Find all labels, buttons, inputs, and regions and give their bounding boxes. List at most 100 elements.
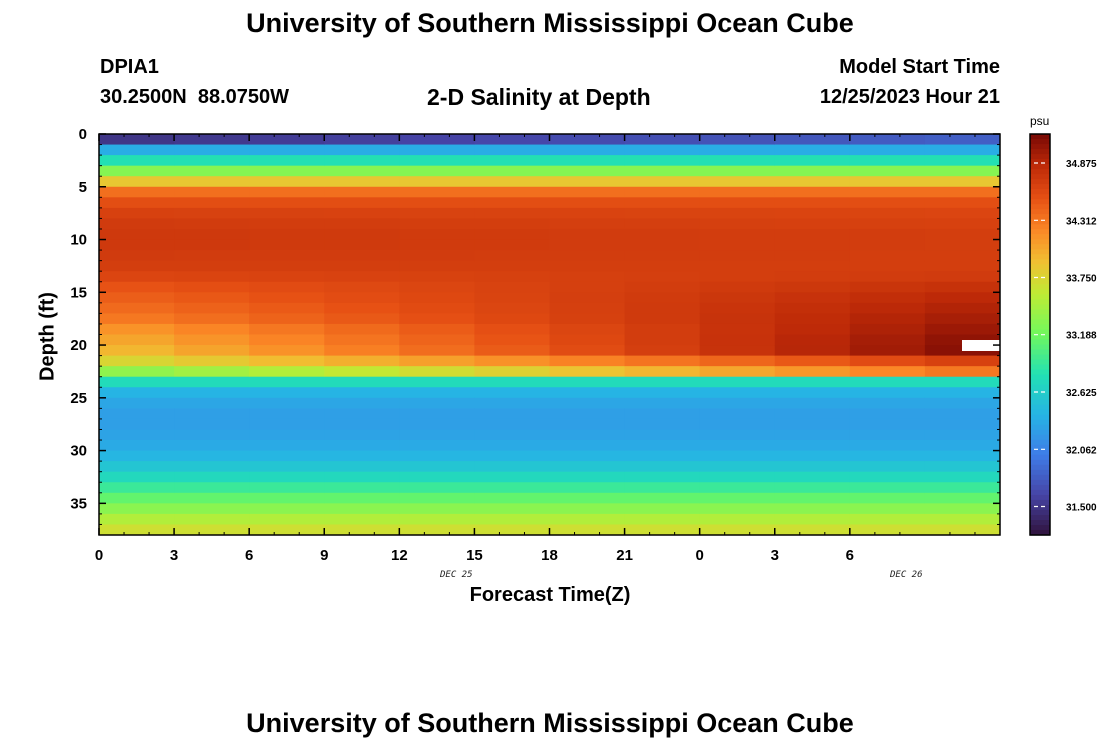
colorbar-tick-label: 34.875 <box>1066 159 1097 170</box>
heatmap-cell <box>99 387 175 399</box>
colorbar-segment <box>1030 339 1050 346</box>
heatmap-cell <box>174 281 250 293</box>
heatmap-cell <box>249 450 325 462</box>
heatmap-cell <box>924 186 1001 198</box>
heatmap-cell <box>99 461 175 473</box>
heatmap-cell <box>624 429 701 441</box>
heatmap-cell <box>399 313 475 325</box>
colorbar-segment <box>1030 194 1050 200</box>
heatmap-cell <box>474 366 550 378</box>
heatmap-cell <box>624 376 701 388</box>
heatmap-cell <box>699 345 776 357</box>
heatmap-cell <box>699 271 776 283</box>
colorbar-segment <box>1030 259 1050 265</box>
heatmap-cell <box>399 450 475 462</box>
heatmap-cell <box>924 281 1001 293</box>
heatmap-cell <box>849 323 926 335</box>
heatmap-cell <box>474 440 550 452</box>
heatmap-cell <box>174 271 250 283</box>
heatmap-cell <box>174 176 250 188</box>
heatmap-cell <box>99 524 175 536</box>
chart-axes: 0 3 6 9 12 15 18 21 0 3 6 0 5 10 15 20 25 30 35 <box>70 126 1000 564</box>
heatmap-cell <box>849 503 926 515</box>
colorbar-segment <box>1030 429 1050 436</box>
heatmap-cell <box>849 165 926 177</box>
heatmap-cell <box>249 281 325 293</box>
heatmap-cell <box>849 492 926 504</box>
heatmap-cell <box>399 302 475 314</box>
colorbar-segment <box>1030 279 1050 285</box>
heatmap-cell <box>474 302 550 314</box>
heatmap-cell <box>774 366 851 378</box>
page-title: University of Southern Mississippi Ocean… <box>246 8 854 38</box>
y-tick-label: 10 <box>70 232 87 249</box>
heatmap-cell <box>699 313 776 325</box>
colorbar-segment <box>1030 504 1050 511</box>
colorbar-segment <box>1030 414 1050 421</box>
colorbar-segment <box>1030 299 1050 306</box>
heatmap-cell <box>324 471 400 483</box>
heatmap-cell <box>174 492 250 504</box>
heatmap-cell <box>174 334 250 346</box>
heatmap-cell <box>249 302 325 314</box>
heatmap-cell <box>549 376 626 388</box>
heatmap-cell <box>474 228 550 241</box>
y-tick-label: 0 <box>79 126 87 143</box>
heatmap-cell <box>399 492 475 504</box>
heatmap-cell <box>174 250 250 262</box>
colorbar-segment <box>1030 349 1050 356</box>
heatmap-cell <box>324 503 400 515</box>
heatmap-cell <box>474 355 550 367</box>
colorbar-segment <box>1030 254 1050 260</box>
colorbar-segment <box>1030 469 1050 476</box>
heatmap-cell <box>324 250 400 262</box>
heatmap-cell <box>324 292 400 304</box>
heatmap-cell <box>924 292 1001 304</box>
heatmap-cell <box>699 176 776 188</box>
colorbar-segment <box>1030 244 1050 250</box>
heatmap-cell <box>774 503 851 515</box>
heatmap-cell <box>99 513 175 525</box>
x-tick-label: 15 <box>466 547 483 564</box>
heatmap-cell <box>924 165 1001 177</box>
heatmap-cell <box>624 260 701 272</box>
heatmap-cell <box>324 144 400 156</box>
colorbar-segment <box>1030 374 1050 381</box>
heatmap-cell <box>549 260 626 272</box>
heatmap-cell <box>99 134 175 146</box>
colorbar-segment <box>1030 524 1050 531</box>
y-tick-label: 25 <box>70 390 87 407</box>
heatmap-cell <box>849 197 926 209</box>
heatmap-cell <box>624 440 701 452</box>
heatmap-cell <box>249 176 325 188</box>
heatmap-cell <box>249 376 325 388</box>
heatmap-cell <box>549 482 626 494</box>
heatmap-missing-data <box>962 340 1000 351</box>
x-tick-label: 12 <box>391 547 408 564</box>
heatmap-cell <box>849 482 926 494</box>
heatmap-cell <box>624 165 701 177</box>
heatmap-cell <box>399 376 475 388</box>
heatmap-cell <box>549 134 626 146</box>
colorbar-segment <box>1030 519 1050 526</box>
heatmap-cell <box>699 144 776 156</box>
colorbar-segment <box>1030 174 1050 180</box>
heatmap-cell <box>324 155 400 167</box>
heatmap-cell <box>249 513 325 525</box>
heatmap-cell <box>849 524 926 536</box>
heatmap-cell <box>624 218 701 230</box>
heatmap-cell <box>849 366 926 378</box>
heatmap-cell <box>774 471 851 483</box>
heatmap-cell <box>699 429 776 441</box>
heatmap-cell <box>549 387 626 399</box>
colorbar-segment <box>1030 489 1050 496</box>
heatmap-cell <box>849 207 926 219</box>
heatmap-cell <box>549 397 626 409</box>
heatmap-cell <box>774 271 851 283</box>
heatmap-cell <box>699 292 776 304</box>
colorbar-segment <box>1030 419 1050 426</box>
heatmap-cell <box>99 228 175 241</box>
heatmap-cell <box>849 334 926 346</box>
colorbar-segment <box>1030 449 1050 456</box>
heatmap-cell <box>249 207 325 219</box>
